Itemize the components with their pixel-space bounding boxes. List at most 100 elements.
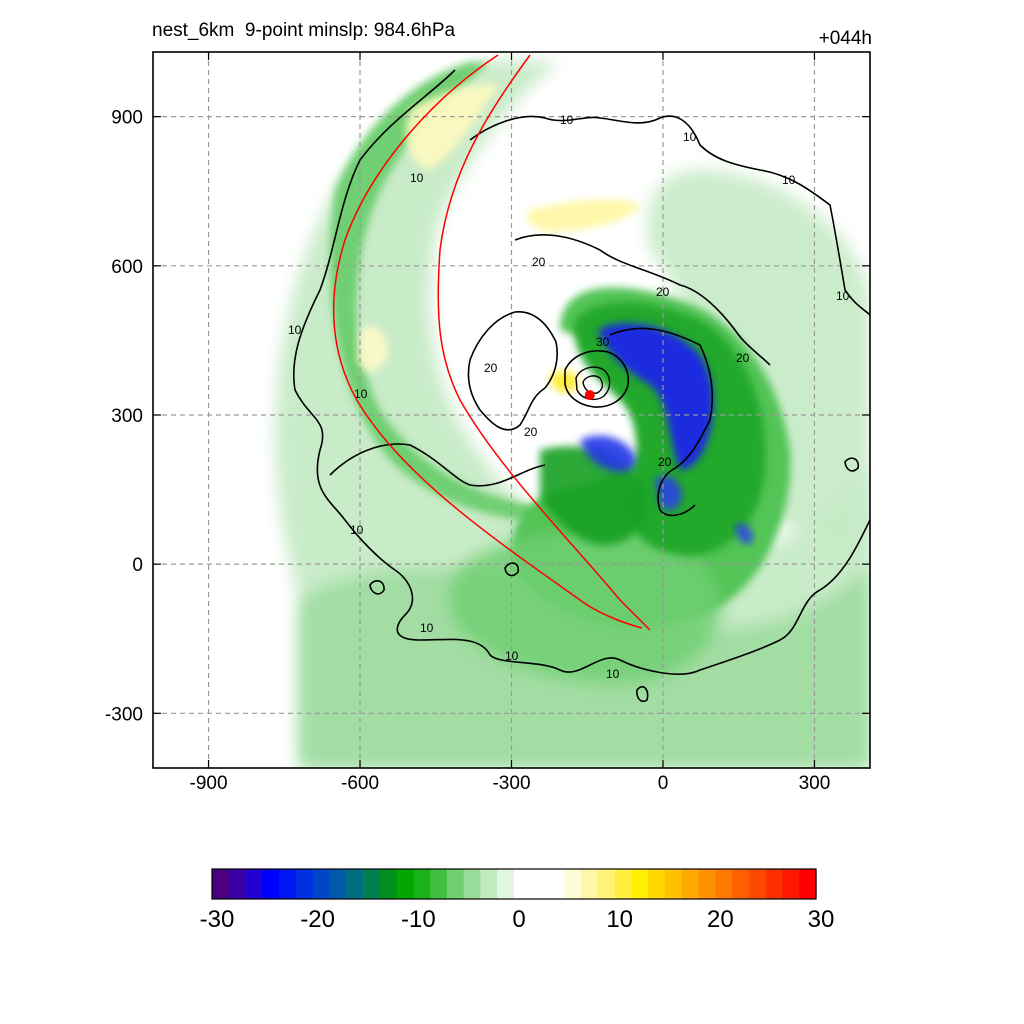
colorbar-tick-label: -10 bbox=[401, 906, 436, 933]
y-tick-label: 0 bbox=[132, 555, 143, 576]
y-tick-label: 300 bbox=[111, 406, 143, 427]
colorbar-tick-label: 20 bbox=[707, 906, 734, 933]
y-tick-label: 600 bbox=[111, 257, 143, 278]
colorbar-swatch bbox=[262, 869, 280, 899]
colorbar-frame bbox=[211, 868, 817, 900]
x-tick-label: 300 bbox=[799, 773, 831, 794]
colorbar-swatch bbox=[245, 869, 263, 899]
x-tick-label: 0 bbox=[658, 773, 669, 794]
colorbar-swatch bbox=[430, 869, 448, 899]
contour-label-20-b: 20 bbox=[656, 285, 670, 299]
contour-10-outer bbox=[292, 69, 870, 675]
colorbar-swatch bbox=[379, 869, 398, 899]
shaded-wind-field bbox=[275, 60, 870, 768]
contour-label-20-f: 20 bbox=[658, 455, 672, 469]
colorbar-swatch bbox=[765, 869, 784, 899]
x-tick-label: -900 bbox=[190, 773, 228, 794]
track-right-arc bbox=[437, 54, 651, 631]
contour-label-10-e: 10 bbox=[288, 323, 302, 337]
colorbar-tick-label: -30 bbox=[200, 906, 235, 933]
contour-small-1 bbox=[369, 580, 385, 595]
colorbar-swatch bbox=[413, 869, 431, 899]
colorbar-swatch bbox=[480, 869, 498, 899]
contour-small-3 bbox=[636, 685, 649, 703]
colorbar-tick-label: 0 bbox=[512, 906, 525, 933]
colorbar-swatch bbox=[681, 869, 700, 899]
colorbar-swatch bbox=[295, 869, 314, 899]
colorbar-swatch bbox=[799, 869, 817, 899]
contour-southwest-arc bbox=[329, 443, 546, 487]
colorbar-swatch bbox=[665, 869, 683, 899]
colorbar-swatch bbox=[212, 869, 230, 899]
x-axis-labels: -900 -600 -300 0 300 bbox=[190, 773, 831, 794]
contour-10-north bbox=[469, 115, 870, 316]
colorbar-swatch bbox=[279, 869, 297, 899]
colorbar-swatch bbox=[228, 869, 247, 899]
colorbar-tick-label: -20 bbox=[300, 906, 335, 933]
colorbar bbox=[212, 869, 817, 899]
contour-label-10-h: 10 bbox=[420, 621, 434, 635]
storm-center-marker bbox=[584, 390, 595, 401]
blue-spiral-segment bbox=[580, 435, 636, 472]
colorbar-swatch bbox=[614, 869, 633, 899]
colorbar-swatch bbox=[497, 869, 515, 899]
contour-20-inner bbox=[467, 311, 558, 431]
x-tick-label: -300 bbox=[492, 773, 530, 794]
track-lines bbox=[332, 54, 651, 631]
contour-label-20-e: 20 bbox=[736, 351, 750, 365]
contour-label-10-a: 10 bbox=[560, 113, 574, 127]
yellow-patch-core bbox=[548, 370, 579, 393]
colorbar-swatch bbox=[631, 869, 649, 899]
colorbar-swatch bbox=[597, 869, 616, 899]
contour-label-10-d: 10 bbox=[410, 171, 424, 185]
contour-label-20-d: 20 bbox=[524, 425, 538, 439]
grid-lines bbox=[153, 52, 870, 768]
colorbar-swatch bbox=[547, 869, 565, 899]
contour-east-arc bbox=[609, 327, 714, 517]
yellow-patch-west bbox=[358, 326, 389, 372]
colorbar-tick-label: 10 bbox=[606, 906, 633, 933]
contour-label-10-k: 10 bbox=[836, 289, 850, 303]
contour-label-10-i: 10 bbox=[505, 649, 519, 663]
y-axis-labels: 900 600 300 0 -300 bbox=[105, 108, 143, 726]
lower-green-swath bbox=[449, 530, 721, 683]
yellow-patch-north bbox=[526, 199, 640, 232]
colorbar-swatch bbox=[732, 869, 750, 899]
colorbar-swatch bbox=[446, 869, 465, 899]
forecast-hour-label: +044h bbox=[818, 28, 872, 49]
colorbar-labels: -30 -20 -10 0 10 20 30 bbox=[200, 906, 835, 933]
colorbar-swatch bbox=[698, 869, 716, 899]
colorbar-swatch bbox=[648, 869, 666, 899]
contour-small-4 bbox=[844, 457, 860, 472]
colorbar-swatch bbox=[329, 869, 347, 899]
colorbar-swatch bbox=[581, 869, 599, 899]
y-tick-label: -300 bbox=[105, 704, 143, 725]
contour-label-10-b: 10 bbox=[683, 130, 697, 144]
contour-20-arc bbox=[514, 234, 771, 366]
colorbar-swatch bbox=[514, 869, 532, 899]
colorbar-swatch bbox=[346, 869, 364, 899]
contour-label-10-f: 10 bbox=[354, 387, 368, 401]
blue-patch-south bbox=[655, 475, 682, 511]
colorbar-swatch bbox=[312, 869, 331, 899]
contour-label-20-a: 20 bbox=[532, 255, 546, 269]
colorbar-swatch bbox=[748, 869, 767, 899]
colorbar-swatch bbox=[530, 869, 549, 899]
contour-small-2 bbox=[504, 562, 520, 577]
axis-ticks bbox=[153, 52, 870, 768]
colorbar-tick-label: 30 bbox=[808, 906, 835, 933]
wind-max-blue-core bbox=[598, 323, 714, 470]
y-tick-label: 900 bbox=[111, 108, 143, 129]
contour-label-10-g: 10 bbox=[350, 523, 364, 537]
colorbar-swatch bbox=[463, 869, 482, 899]
colorbar-swatch bbox=[782, 869, 800, 899]
contour-label-10-c: 10 bbox=[782, 173, 796, 187]
blue-patch-east bbox=[735, 523, 753, 545]
contour-label-10-j: 10 bbox=[606, 667, 620, 681]
colorbar-swatch bbox=[396, 869, 414, 899]
chart-title: nest_6km 9-point minslp: 984.6hPa bbox=[152, 20, 456, 41]
colorbar-swatch bbox=[564, 869, 582, 899]
colorbar-swatch bbox=[715, 869, 733, 899]
contour-30 bbox=[564, 350, 630, 408]
